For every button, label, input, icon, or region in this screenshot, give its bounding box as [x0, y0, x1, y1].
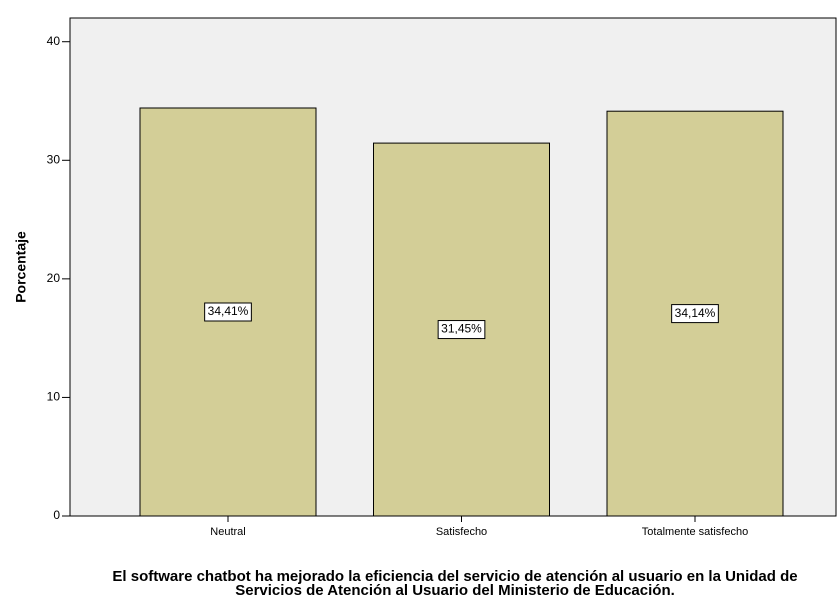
- value-label: 34,41%: [208, 304, 249, 318]
- value-label: 34,14%: [675, 306, 716, 320]
- x-tick-label: Satisfecho: [436, 526, 487, 538]
- y-tick-label: 20: [47, 271, 61, 285]
- y-tick-label: 0: [53, 508, 60, 522]
- y-tick-label: 40: [47, 34, 61, 48]
- value-label-box: [204, 302, 252, 322]
- x-tick-label: Totalmente satisfecho: [642, 526, 748, 538]
- y-tick-label: 10: [47, 390, 61, 404]
- value-label-box: [437, 320, 486, 340]
- x-tick-label: Neutral: [210, 526, 245, 538]
- y-tick-label: 30: [47, 152, 61, 166]
- x-axis-label: El software chatbot ha mejorado la efici…: [112, 568, 798, 599]
- value-label-box: [671, 304, 719, 324]
- value-label: 31,45%: [441, 322, 482, 336]
- y-axis-label: Porcentaje: [13, 231, 29, 303]
